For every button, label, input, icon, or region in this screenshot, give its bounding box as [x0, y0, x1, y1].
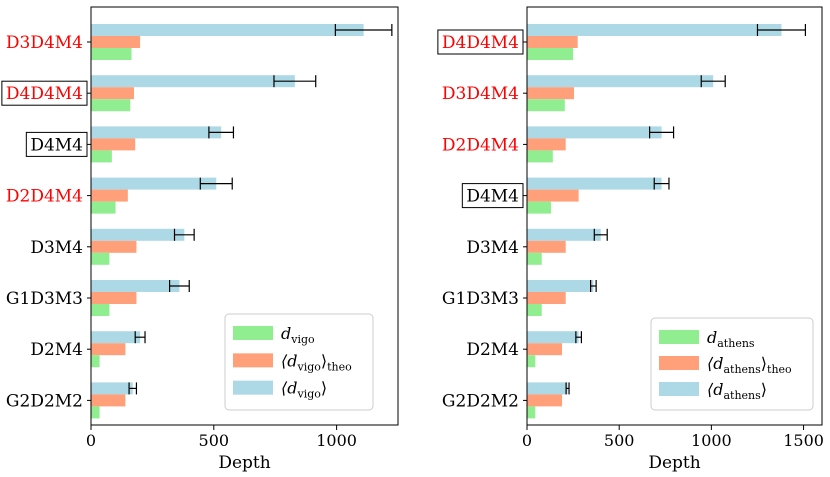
bar-theo-d3d4m4 — [527, 87, 575, 100]
x-axis-title: Depth — [218, 453, 270, 473]
category-label: D2M4 — [466, 340, 519, 360]
legend-label-theo: ⟨dathens⟩theo — [707, 354, 792, 376]
category-label: D2D4M4 — [6, 187, 83, 207]
category-label: D4D4M4 — [442, 33, 519, 53]
legend-label-observed: dathens — [707, 328, 755, 350]
bar-mean-d2m4 — [91, 331, 141, 344]
bar-theo-d4d4m4 — [527, 36, 578, 48]
bar-observed-d2d4m4 — [527, 150, 553, 163]
category-label: D3M4 — [466, 238, 519, 258]
bar-mean-d4m4 — [527, 177, 662, 190]
category-label-box — [1, 80, 88, 106]
legend-swatch-theo — [659, 356, 699, 370]
x-tick-label: 1000 — [316, 431, 357, 450]
bar-theo-g1d3m3 — [91, 292, 137, 304]
category-label: G2D2M2 — [442, 391, 519, 411]
bar-theo-g2d2m2 — [91, 394, 126, 407]
bar-observed-g1d3m3 — [527, 304, 542, 316]
bar-theo-g2d2m2 — [527, 394, 563, 407]
bar-mean-d3d4m4 — [91, 24, 364, 36]
plot-frame — [526, 6, 823, 426]
bar-mean-d3m4 — [527, 228, 601, 241]
bar-mean-g1d3m3 — [527, 280, 594, 292]
bar-mean-d4m4 — [91, 126, 222, 139]
x-tick-label: 1500 — [783, 431, 824, 450]
bar-theo-d2d4m4 — [527, 138, 566, 151]
legend-swatch-mean — [233, 380, 273, 395]
bar-mean-d3m4 — [91, 228, 185, 241]
bar-observed-d3d4m4 — [91, 48, 132, 60]
category-label: D2D4M4 — [442, 135, 519, 155]
category-label: G1D3M3 — [6, 289, 83, 309]
bar-theo-d4m4 — [527, 189, 579, 202]
bar-mean-d4d4m4 — [91, 75, 295, 88]
bar-mean-d4d4m4 — [527, 24, 782, 36]
bar-mean-g2d2m2 — [91, 382, 133, 395]
plot-frame — [90, 6, 399, 426]
legend-label-observed: dvigo — [281, 324, 315, 346]
legend-label-mean: ⟨dvigo⟩ — [281, 379, 327, 401]
legend-label-mean: ⟨dathens⟩ — [707, 380, 767, 402]
bar-observed-d2d4m4 — [91, 201, 116, 214]
legend-label-theo: ⟨dvigo⟩theo — [281, 351, 352, 373]
chart-panel-athens: D4D4M4 D3D4M4 D2D4M4 D4M4 D3M4 G1D3M3 D2M4 G2D2… — [437, 6, 824, 473]
legend-swatch-observed — [659, 330, 699, 344]
bar-mean-d2m4 — [527, 331, 579, 344]
bar-observed-d2m4 — [91, 355, 100, 368]
category-label: D4M4 — [30, 135, 83, 155]
x-tick-label: 500 — [604, 431, 635, 450]
category-label: D3D4M4 — [6, 33, 83, 53]
bar-observed-g2d2m2 — [527, 406, 536, 419]
x-tick-label: 0 — [522, 431, 532, 450]
x-tick-label: 0 — [86, 431, 96, 450]
legend-swatch-mean — [659, 382, 699, 396]
category-label: D2M4 — [30, 340, 83, 360]
bar-theo-d4d4m4 — [91, 87, 134, 100]
bar-observed-d4d4m4 — [527, 48, 574, 60]
category-label: D4M4 — [466, 187, 519, 207]
x-tick-label: 1000 — [691, 431, 732, 450]
x-axis-title: Depth — [648, 453, 700, 473]
bar-theo-g1d3m3 — [527, 292, 566, 304]
category-label: D4D4M4 — [6, 84, 83, 104]
bar-observed-d3m4 — [527, 252, 542, 265]
category-label-box — [461, 183, 524, 209]
bar-observed-d4m4 — [91, 150, 112, 163]
bar-observed-d2m4 — [527, 355, 536, 368]
category-label-box — [437, 29, 524, 55]
bar-theo-d3m4 — [91, 240, 137, 253]
bar-observed-d4d4m4 — [91, 99, 131, 112]
bar-theo-d4m4 — [91, 138, 136, 151]
category-label: G1D3M3 — [442, 289, 519, 309]
bar-theo-d3m4 — [527, 240, 566, 253]
category-label: D3D4M4 — [442, 84, 519, 104]
legend-swatch-theo — [233, 353, 273, 368]
bar-observed-d3m4 — [91, 252, 110, 265]
bar-theo-d2m4 — [91, 343, 126, 356]
bar-observed-d4m4 — [527, 201, 551, 214]
bar-mean-d2d4m4 — [91, 177, 217, 190]
bar-theo-d3d4m4 — [91, 36, 141, 48]
x-tick-label: 500 — [199, 431, 230, 450]
bar-mean-g2d2m2 — [527, 382, 568, 395]
bar-theo-d2m4 — [527, 343, 563, 356]
bar-mean-g1d3m3 — [91, 280, 180, 292]
chart-panel-vigo: D3D4M4 D4D4M4 D4M4 D2D4M4 D3M4 G1D3M3 D2M4 G2D2… — [1, 6, 399, 473]
bar-mean-d3d4m4 — [527, 75, 714, 88]
bar-observed-g1d3m3 — [91, 304, 110, 316]
category-label-box — [25, 131, 88, 157]
legend-swatch-observed — [233, 326, 273, 340]
bar-mean-d2d4m4 — [527, 126, 662, 139]
category-label: G2D2M2 — [6, 391, 83, 411]
bar-observed-g2d2m2 — [91, 406, 100, 419]
category-label: D3M4 — [30, 238, 83, 258]
bar-theo-d2d4m4 — [91, 189, 128, 202]
bar-observed-d3d4m4 — [527, 99, 565, 112]
